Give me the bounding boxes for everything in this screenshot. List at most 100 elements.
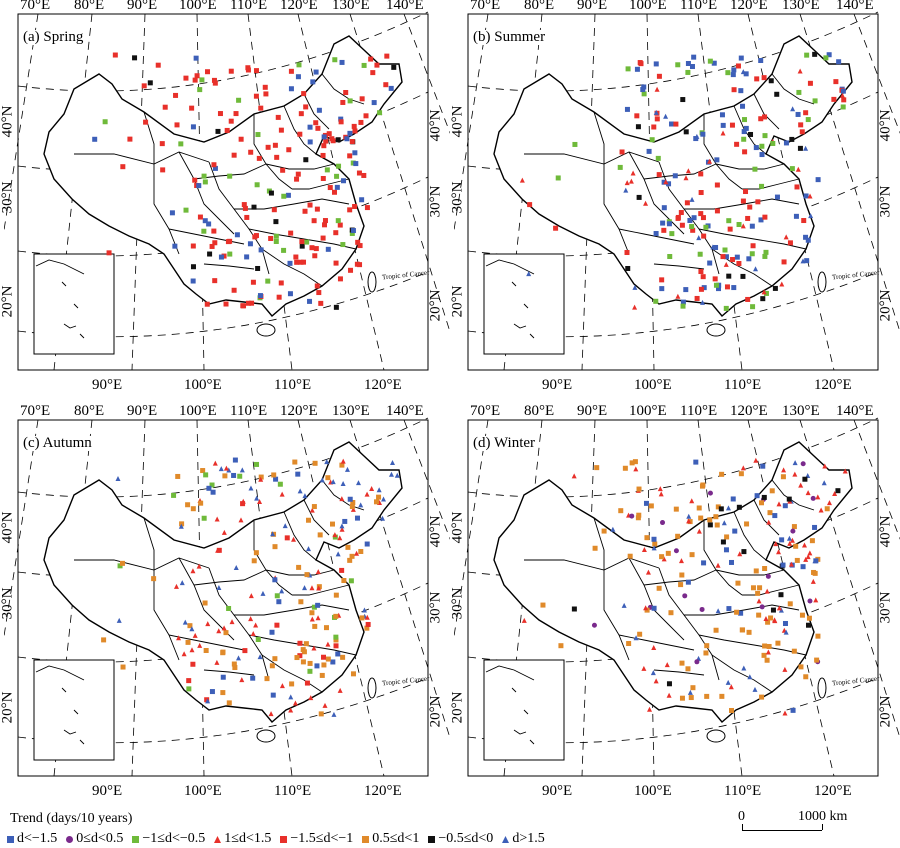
station-marker (704, 643, 710, 649)
station-marker (204, 697, 210, 703)
station-marker (333, 634, 339, 640)
station-marker (787, 540, 793, 546)
station-marker (683, 175, 689, 181)
station-marker (347, 130, 353, 136)
station-marker (298, 599, 304, 605)
station-marker (790, 707, 796, 713)
station-marker (772, 513, 778, 519)
station-marker (376, 494, 382, 500)
station-marker (336, 163, 342, 169)
station-marker (591, 622, 597, 628)
station-marker (624, 180, 630, 186)
station-marker (338, 116, 344, 122)
station-marker (818, 507, 824, 513)
left-latitude-label: 30°N (0, 587, 16, 620)
station-marker (253, 68, 259, 74)
legend-item: −1≤d<−0.5 (131, 832, 205, 846)
station-marker (183, 207, 189, 213)
station-marker (320, 175, 326, 181)
top-longitude-label: 70°E (470, 0, 501, 13)
station-marker (192, 77, 198, 83)
station-marker (527, 202, 533, 208)
station-marker (653, 109, 659, 115)
station-marker (268, 711, 274, 717)
station-marker (160, 167, 166, 173)
station-marker (643, 605, 649, 611)
station-marker (698, 515, 704, 521)
station-marker (350, 506, 356, 512)
station-marker (309, 610, 315, 616)
station-marker (339, 523, 345, 529)
station-marker (347, 557, 353, 563)
station-marker (758, 217, 764, 223)
station-marker (756, 598, 762, 604)
bottom-longitude-label: 100°E (634, 783, 672, 799)
taiwan-island (367, 271, 377, 293)
station-marker (722, 247, 728, 253)
station-marker (707, 490, 713, 496)
station-marker (594, 465, 600, 471)
legend-item: 0≤d<0.5 (65, 832, 123, 846)
station-marker (743, 125, 749, 131)
station-marker (815, 177, 821, 183)
station-marker (807, 598, 813, 604)
station-marker (282, 523, 288, 529)
station-marker (315, 615, 321, 621)
station-marker (241, 202, 247, 208)
station-marker (814, 657, 820, 663)
station-marker (316, 290, 322, 296)
station-marker (351, 123, 357, 129)
station-marker (298, 259, 304, 265)
bottom-longitude-label: 110°E (274, 783, 312, 799)
station-marker (786, 535, 792, 541)
station-marker (720, 254, 726, 260)
station-marker (320, 654, 326, 660)
station-marker (683, 287, 689, 293)
station-marker (626, 641, 632, 647)
station-marker (312, 253, 318, 259)
right-latitude-label: 40°N (427, 515, 444, 548)
station-marker (622, 465, 628, 471)
station-marker (808, 213, 814, 219)
station-marker (758, 58, 764, 64)
station-marker (734, 609, 740, 615)
station-marker (279, 588, 285, 594)
station-marker (666, 692, 672, 698)
legend-label: d<−1.5 (17, 831, 58, 846)
province-boundary (208, 161, 270, 275)
station-marker (540, 602, 546, 608)
station-marker (232, 457, 238, 463)
station-marker (313, 120, 319, 126)
station-marker (394, 472, 400, 478)
station-marker (661, 179, 667, 185)
station-marker (707, 58, 713, 64)
station-marker (204, 301, 210, 307)
station-marker (315, 125, 321, 131)
station-marker (696, 505, 702, 511)
station-marker (735, 580, 741, 586)
station-marker (656, 585, 662, 591)
station-marker (668, 610, 674, 616)
station-marker (335, 218, 341, 224)
station-marker (723, 547, 729, 553)
station-marker (330, 659, 336, 665)
station-marker (812, 524, 818, 530)
station-marker (212, 80, 218, 86)
station-marker (179, 521, 185, 527)
station-marker (354, 550, 360, 556)
station-marker (359, 615, 365, 621)
station-marker (247, 241, 253, 247)
legend-label: −1≤d<−0.5 (142, 831, 206, 846)
station-marker (341, 578, 347, 584)
station-marker (701, 233, 707, 239)
station-marker (730, 496, 736, 502)
right-latitude-label: 30°N (427, 591, 444, 624)
station-marker (805, 490, 811, 496)
top-longitude-label: 140°E (836, 0, 874, 13)
province-boundary (168, 634, 245, 651)
station-marker (741, 129, 747, 135)
station-marker (273, 233, 279, 239)
bottom-longitude-label: 120°E (814, 377, 852, 393)
station-marker (304, 572, 310, 578)
station-marker (216, 628, 222, 634)
